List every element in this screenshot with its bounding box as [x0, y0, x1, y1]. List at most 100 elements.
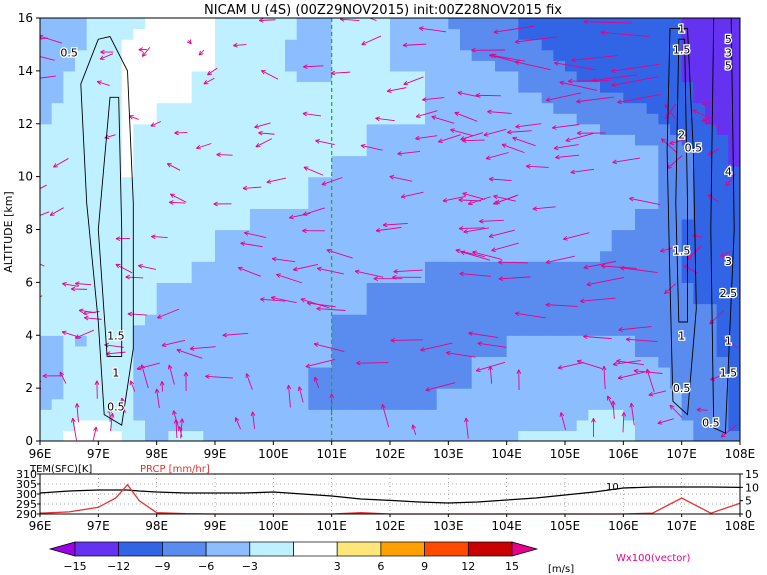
- heatmap-cell: [635, 345, 648, 357]
- heatmap-cell: [448, 134, 461, 146]
- heatmap-cell: [285, 388, 298, 400]
- wind-vector-head: [463, 229, 468, 233]
- heatmap-cell: [343, 303, 356, 315]
- heatmap-cell: [693, 113, 706, 125]
- heatmap-cell: [366, 70, 379, 83]
- wind-vector: [40, 56, 55, 61]
- heatmap-cell: [40, 176, 53, 188]
- heatmap-cell: [308, 113, 321, 125]
- wind-vector-head: [586, 284, 592, 287]
- heatmap-cell: [355, 81, 368, 93]
- heatmap-cell: [600, 81, 613, 93]
- wind-vector: [565, 132, 594, 142]
- heatmap-cell: [495, 208, 508, 220]
- heatmap-cell: [320, 240, 333, 252]
- heatmap-cell: [273, 430, 286, 441]
- heatmap-cell: [261, 39, 274, 51]
- wind-vector-head: [488, 236, 494, 239]
- heatmap-cell: [670, 28, 683, 40]
- heatmap-cell: [366, 166, 379, 178]
- heatmap-cell: [483, 166, 496, 178]
- wind-vector: [397, 151, 421, 155]
- wind-vector-head: [29, 259, 32, 262]
- heatmap-cell: [670, 18, 683, 30]
- heatmap-cell: [611, 144, 624, 157]
- heatmap-cell: [191, 377, 204, 389]
- heatmap-cell: [576, 49, 589, 61]
- heatmap-cell: [168, 18, 181, 30]
- heatmap-cell: [75, 197, 88, 209]
- wind-vector-head: [173, 419, 177, 424]
- wind-vector-head: [664, 104, 667, 109]
- heatmap-cell: [693, 271, 706, 283]
- heatmap-cell: [40, 155, 53, 167]
- heatmap-cell: [460, 356, 473, 368]
- contour-label: 1: [678, 329, 685, 342]
- heatmap-cell: [180, 430, 193, 441]
- heatmap-cell: [518, 28, 531, 40]
- wind-vector-head: [172, 410, 174, 416]
- heatmap-cell: [203, 250, 216, 262]
- heatmap-cell: [308, 366, 321, 379]
- heatmap-cell: [401, 28, 414, 40]
- wind-vector: [515, 123, 542, 128]
- heatmap-cell: [576, 166, 589, 178]
- heatmap-cell: [425, 229, 438, 241]
- heatmap-cell: [460, 366, 473, 379]
- heatmap-cell: [133, 208, 146, 220]
- heatmap-cell: [285, 39, 298, 51]
- wind-vector: [459, 273, 491, 277]
- heatmap-cell: [623, 134, 636, 146]
- heatmap-cell: [191, 18, 204, 30]
- heatmap-cell: [448, 60, 461, 72]
- wind-vector-head: [286, 384, 289, 390]
- heatmap-cell: [308, 356, 321, 368]
- wind-vector: [601, 265, 637, 269]
- heatmap-cell: [611, 166, 624, 178]
- wind-vector-head: [450, 128, 455, 131]
- wind-vector: [489, 365, 493, 384]
- heatmap-cell: [623, 324, 636, 336]
- wind-vector-head: [600, 30, 606, 33]
- heatmap-cell: [506, 176, 519, 188]
- heatmap-cell: [250, 345, 263, 357]
- heatmap-cell: [623, 166, 636, 178]
- heatmap-cell: [425, 261, 438, 273]
- heatmap-cell: [588, 356, 601, 368]
- heatmap-cell: [693, 292, 706, 305]
- heatmap-cell: [250, 176, 263, 188]
- heatmap-cell: [483, 240, 496, 252]
- wind-vector: [360, 145, 383, 151]
- heatmap-cell: [378, 208, 391, 220]
- heatmap-cell: [355, 166, 368, 178]
- heatmap-cell: [728, 324, 740, 336]
- heatmap-cell: [425, 113, 438, 125]
- heatmap-cell: [471, 388, 484, 400]
- heatmap-cell: [308, 218, 321, 231]
- wind-vector: [657, 418, 674, 424]
- heatmap-cell: [110, 271, 123, 283]
- heatmap-cell: [623, 314, 636, 326]
- heatmap-cell: [156, 388, 169, 400]
- wind-vector-head: [157, 314, 161, 319]
- colorbar-swatch: [293, 541, 338, 557]
- wind-vector-head: [498, 278, 504, 282]
- heatmap-cell: [308, 39, 321, 51]
- heatmap-cell: [425, 81, 438, 93]
- wind-vector-head: [196, 144, 200, 149]
- x-tick-label: 99E: [204, 447, 227, 461]
- heatmap-cell: [646, 409, 659, 421]
- heatmap-cell: [483, 356, 496, 368]
- heatmap-cell: [320, 113, 333, 125]
- heatmap-cell: [215, 240, 228, 252]
- heatmap-cell: [565, 134, 578, 146]
- heatmap-cell: [378, 409, 391, 421]
- heatmap-cell: [63, 303, 76, 315]
- heatmap-cell: [565, 229, 578, 241]
- heatmap-cell: [63, 102, 76, 114]
- heatmap-cell: [191, 229, 204, 241]
- heatmap-cell: [506, 218, 519, 231]
- heatmap-cell: [425, 388, 438, 400]
- heatmap-cell: [51, 28, 64, 40]
- heatmap-cell: [565, 261, 578, 273]
